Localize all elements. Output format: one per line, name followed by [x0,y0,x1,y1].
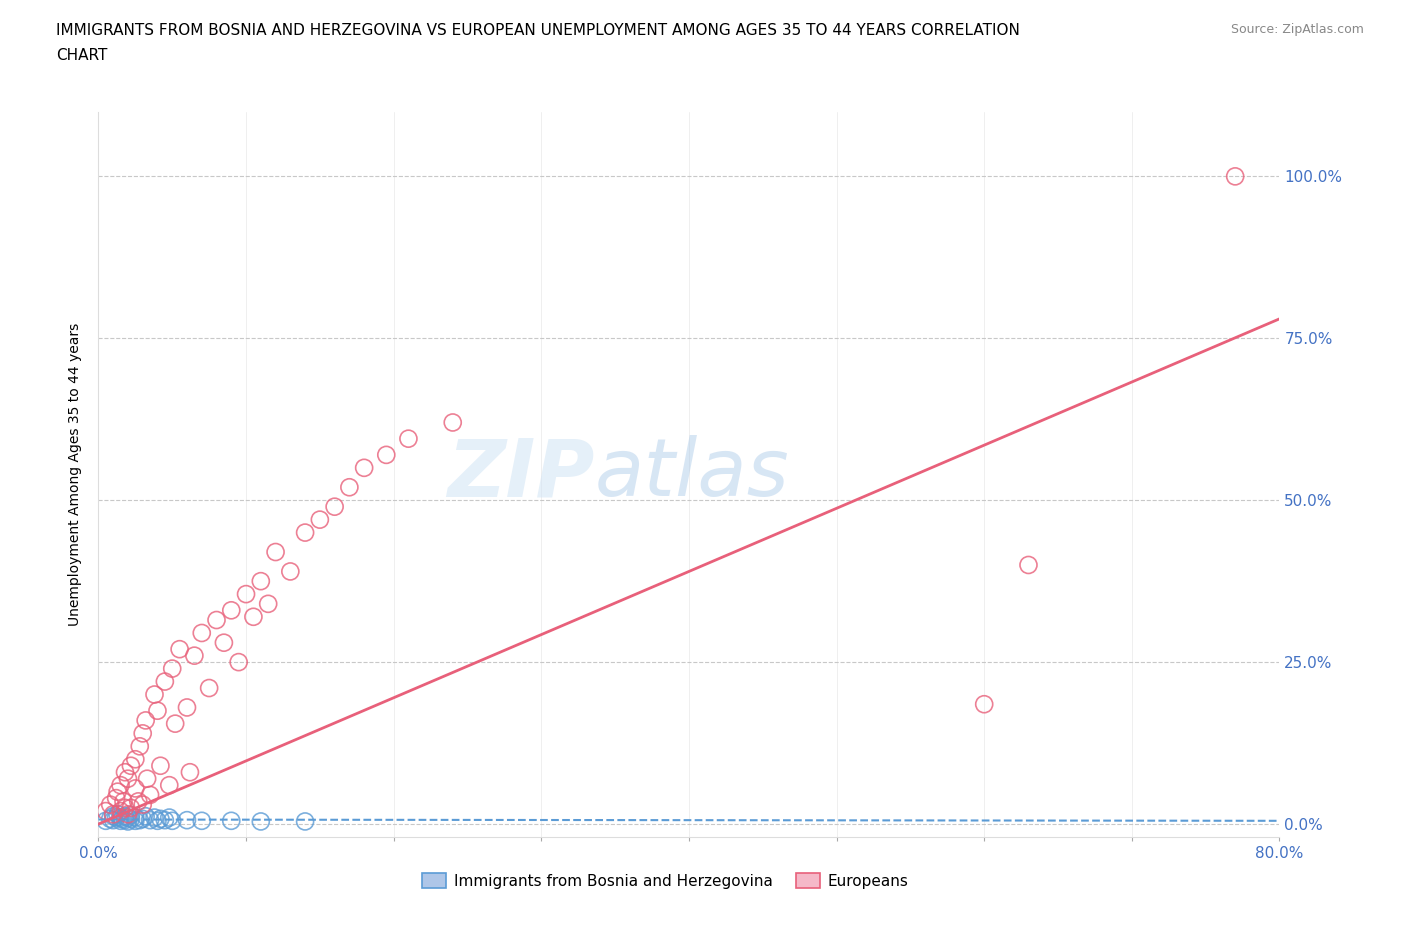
Point [242,609,264,624]
Point [280,564,302,578]
Point [143,687,166,702]
Point [146,814,169,829]
Point [191,814,214,829]
Point [136,771,159,786]
Text: Source: ZipAtlas.com: Source: ZipAtlas.com [1230,23,1364,36]
Point [114,809,136,824]
Point [1225,169,1247,184]
Legend: Immigrants from Bosnia and Herzegovina, Europeans: Immigrants from Bosnia and Herzegovina, … [416,867,915,895]
Point [1018,558,1040,573]
Point [132,811,155,827]
Point [120,807,142,822]
Text: atlas: atlas [595,435,789,513]
Point [221,603,243,618]
Point [153,674,176,689]
Point [135,713,157,728]
Point [110,810,132,825]
Point [124,781,146,796]
Point [128,738,150,753]
Point [105,790,128,805]
Point [250,814,273,829]
Point [398,432,420,446]
Point [143,810,166,825]
Point [221,814,243,829]
Point [114,764,136,779]
Point [114,801,136,816]
Point [107,807,129,822]
Point [353,460,375,475]
Point [110,777,132,792]
Point [111,811,134,827]
Point [235,587,257,602]
Point [162,661,183,676]
Point [198,681,221,696]
Point [441,415,464,430]
Point [128,813,150,828]
Point [127,794,149,809]
Point [94,814,117,829]
Point [149,811,172,827]
Y-axis label: Unemployment Among Ages 35 to 44 years: Unemployment Among Ages 35 to 44 years [69,323,83,626]
Point [149,758,172,773]
Point [135,809,157,824]
Point [139,813,162,828]
Point [112,794,135,809]
Point [98,811,121,827]
Point [257,596,280,611]
Point [165,716,187,731]
Point [157,810,180,825]
Point [179,764,201,779]
Point [124,751,146,766]
Point [294,525,316,540]
Point [339,480,361,495]
Point [176,700,198,715]
Text: IMMIGRANTS FROM BOSNIA AND HERZEGOVINA VS EUROPEAN UNEMPLOYMENT AMONG AGES 35 TO: IMMIGRANTS FROM BOSNIA AND HERZEGOVINA V… [56,23,1021,38]
Point [228,655,250,670]
Text: ZIP: ZIP [447,435,595,513]
Point [205,613,228,628]
Point [264,545,287,560]
Point [139,788,162,803]
Point [103,807,125,822]
Point [114,813,136,828]
Point [157,777,180,792]
Point [110,804,132,818]
Point [169,642,191,657]
Point [103,813,125,828]
Point [375,447,398,462]
Point [176,813,198,828]
Point [146,703,169,718]
Point [105,810,128,825]
Point [120,758,142,773]
Point [110,814,132,829]
Point [120,811,142,827]
Point [117,814,139,829]
Point [294,814,316,829]
Point [162,814,183,829]
Point [124,814,146,829]
Point [212,635,235,650]
Point [117,807,139,822]
Point [323,499,346,514]
Point [132,797,155,812]
Point [103,809,125,824]
Point [124,810,146,825]
Point [107,784,129,799]
Point [191,626,214,641]
Point [973,697,995,711]
Point [250,574,273,589]
Point [132,726,155,741]
Point [183,648,205,663]
Point [120,801,142,816]
Text: CHART: CHART [56,48,108,63]
Point [309,512,332,527]
Point [94,804,117,818]
Point [117,810,139,825]
Point [117,771,139,786]
Point [98,797,121,812]
Point [153,813,176,828]
